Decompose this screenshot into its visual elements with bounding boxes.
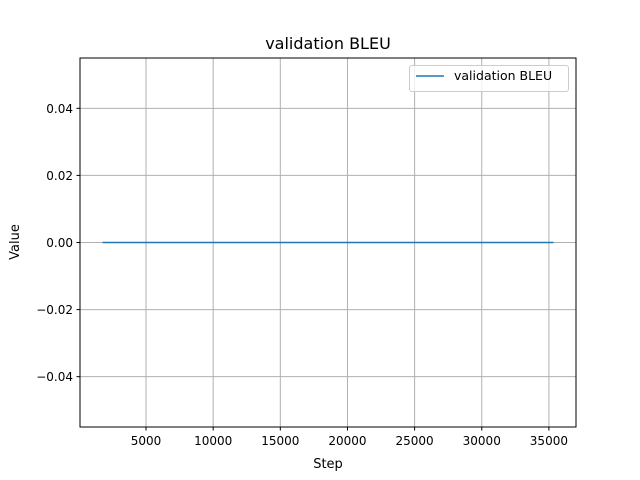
chart-title: validation BLEU — [265, 34, 391, 53]
legend: validation BLEU — [409, 65, 569, 92]
ticks: 5000 10000 15000 20000 25000 30000 35000 −0.04 −… — [36, 102, 568, 448]
x-tick-label: 30000 — [463, 434, 501, 448]
y-tick-label: 0.04 — [46, 102, 73, 116]
y-axis-label: Value — [8, 224, 23, 260]
y-tick-label: −0.02 — [36, 303, 73, 317]
x-tick-label: 20000 — [328, 434, 366, 448]
legend-box — [409, 65, 569, 92]
legend-label: validation BLEU — [454, 68, 552, 83]
x-tick-label: 25000 — [396, 434, 434, 448]
y-tick-label: 0.00 — [46, 236, 73, 250]
x-tick-label: 10000 — [194, 434, 232, 448]
x-tick-label: 35000 — [530, 434, 568, 448]
x-tick-label: 5000 — [131, 434, 162, 448]
y-tick-label: 0.02 — [46, 169, 73, 183]
x-axis-label: Step — [313, 457, 343, 472]
x-tick-label: 15000 — [261, 434, 299, 448]
y-tick-label: −0.04 — [36, 370, 73, 384]
